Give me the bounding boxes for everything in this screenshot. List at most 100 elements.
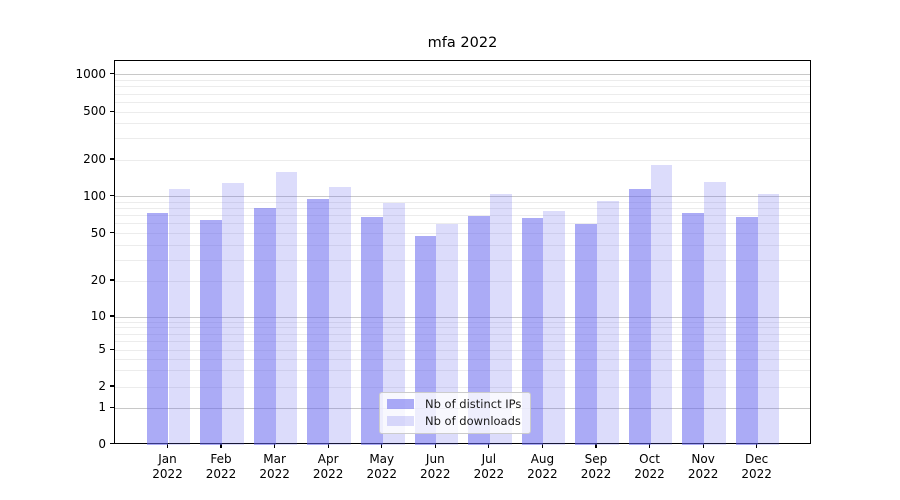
legend-swatch-downloads (387, 416, 414, 426)
x-tick-label: Sep 2022 (561, 452, 631, 481)
y-tick-label: 1 (98, 400, 106, 415)
gridline-minor (115, 349, 810, 351)
gridline-minor (115, 327, 810, 329)
bar-downloads-oct (650, 164, 673, 445)
plot-area (114, 60, 811, 445)
gridline-minor (115, 201, 810, 203)
x-tick (274, 444, 276, 449)
bar-distinct-ips-may (360, 217, 383, 445)
x-tick-label: Jul 2022 (454, 452, 524, 481)
x-tick (541, 444, 543, 449)
bars-layer (115, 61, 810, 445)
gridline-major (115, 74, 810, 75)
bar-distinct-ips-oct (628, 188, 651, 445)
x-tick (220, 444, 222, 449)
x-tick-label-year: 2022 (312, 466, 344, 481)
x-tick-label: Nov 2022 (668, 452, 738, 481)
y-tick-label: 500 (83, 104, 106, 119)
bar-distinct-ips-apr (307, 199, 330, 445)
bar-downloads-jul (489, 194, 512, 445)
gridlines (115, 61, 810, 443)
bar-distinct-ips-sep (575, 223, 597, 445)
gridline-minor (115, 341, 810, 343)
x-tick-label: Aug 2022 (507, 452, 577, 481)
x-tick-label: Jan 2022 (133, 452, 203, 481)
x-tick-label-year: 2022 (580, 466, 612, 481)
legend-item-distinct-ips: Nb of distinct IPs (387, 397, 521, 411)
bar-downloads-jun (436, 223, 459, 445)
legend-label-downloads: Nb of downloads (425, 414, 521, 428)
x-tick-label-month: Dec (745, 452, 769, 466)
y-tick (109, 232, 114, 234)
x-tick-label-year: 2022 (473, 466, 505, 481)
y-tick (109, 443, 114, 445)
x-tick-label-year: 2022 (687, 466, 719, 481)
gridline-minor (115, 79, 810, 81)
x-tick-label-year: 2022 (634, 466, 665, 481)
x-tick-label: Dec 2022 (722, 452, 792, 481)
x-tick-label-year: 2022 (259, 466, 290, 481)
bar-downloads-may (382, 202, 405, 445)
gridline-minor (115, 358, 810, 360)
x-tick (756, 444, 758, 449)
x-tick (648, 444, 651, 449)
x-tick-label: Oct 2022 (615, 452, 685, 481)
bar-distinct-ips-nov (682, 212, 705, 445)
bar-downloads-nov (704, 181, 726, 445)
x-tick (166, 444, 169, 449)
x-tick (327, 444, 329, 449)
gridline-minor (115, 159, 810, 161)
x-tick-label-month: Mar (263, 452, 286, 466)
x-tick (595, 444, 597, 449)
legend: Nb of distinct IPs Nb of downloads (379, 392, 532, 434)
gridline-minor (115, 280, 810, 282)
y-tick (109, 110, 114, 112)
bar-distinct-ips-feb (200, 219, 223, 445)
bar-downloads-aug (543, 211, 566, 445)
x-tick-label-month: Jun (425, 452, 445, 466)
x-tick-label: Mar 2022 (240, 452, 310, 481)
x-tick-label-month: Jan (158, 452, 177, 466)
gridline-minor (115, 215, 810, 217)
x-tick-label: Apr 2022 (293, 452, 363, 481)
bar-distinct-ips-jan (146, 213, 169, 445)
bar-downloads-mar (275, 172, 298, 445)
legend-swatch-distinct-ips (387, 399, 414, 409)
x-tick-label-year: 2022 (527, 466, 558, 481)
y-tick (109, 406, 114, 408)
bar-distinct-ips-dec (735, 216, 758, 445)
x-tick-label-year: 2022 (366, 466, 397, 481)
x-tick (488, 444, 490, 449)
y-tick (109, 279, 114, 281)
y-tick-label: 20 (90, 273, 106, 287)
x-tick-label-year: 2022 (152, 466, 183, 481)
gridline-major (115, 196, 810, 198)
gridline-minor (115, 111, 810, 113)
gridline-minor (115, 259, 810, 261)
legend-label-distinct-ips: Nb of distinct IPs (425, 397, 522, 411)
y-tick-label: 0 (98, 436, 106, 451)
x-tick-label-year: 2022 (205, 466, 237, 481)
gridline-minor (115, 386, 810, 388)
x-tick-label-month: Apr (317, 452, 339, 466)
gridline-minor (115, 101, 810, 103)
chart-title: mfa 2022 (427, 35, 498, 51)
x-tick-label: May 2022 (347, 452, 417, 481)
gridline-minor (115, 370, 810, 372)
bar-downloads-jan (168, 189, 191, 445)
x-tick-label-year: 2022 (741, 466, 772, 481)
bar-distinct-ips-aug (521, 218, 544, 445)
gridline-minor (115, 123, 810, 125)
gridline-minor (115, 244, 810, 246)
x-tick-label: Feb 2022 (186, 452, 256, 481)
x-tick-label-month: Sep (584, 452, 608, 466)
x-tick-label-year: 2022 (420, 466, 451, 481)
bar-downloads-apr (329, 187, 351, 445)
x-tick-label-month: Nov (691, 452, 715, 466)
y-tick (109, 348, 114, 350)
bar-downloads-sep (596, 200, 619, 445)
x-tick-label-month: Feb (210, 452, 232, 466)
gridline-minor (115, 233, 810, 235)
gridline-minor (115, 223, 810, 225)
